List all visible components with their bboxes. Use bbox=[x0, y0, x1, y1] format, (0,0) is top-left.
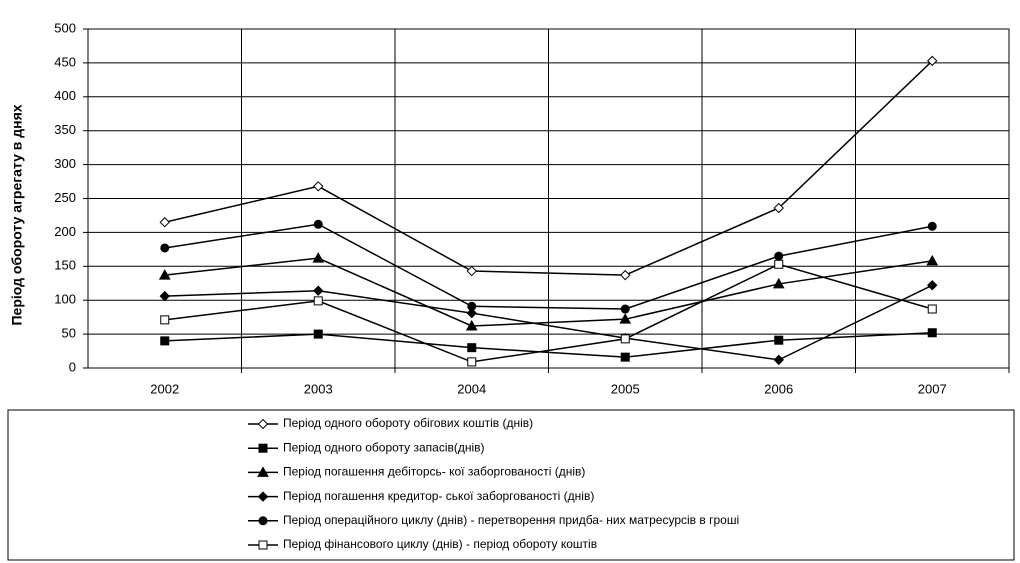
marker bbox=[160, 243, 170, 253]
y-tick-label: 150 bbox=[54, 258, 76, 273]
marker bbox=[927, 328, 937, 338]
marker bbox=[466, 265, 477, 277]
y-tick-label: 200 bbox=[54, 224, 76, 239]
marker bbox=[465, 319, 478, 331]
legend-marker bbox=[258, 443, 268, 453]
legend-label: Період погашення дебіторсь- кої заборгов… bbox=[283, 465, 585, 479]
legend-label: Період одного обороту запасів(днів) bbox=[283, 440, 485, 454]
marker bbox=[159, 290, 170, 302]
marker bbox=[926, 254, 939, 266]
series-line bbox=[164, 284, 933, 361]
marker bbox=[466, 307, 477, 319]
y-tick-label: 350 bbox=[54, 122, 76, 137]
marker bbox=[927, 55, 938, 67]
marker bbox=[467, 357, 477, 367]
series-line bbox=[164, 331, 933, 358]
marker bbox=[620, 334, 630, 344]
marker bbox=[774, 335, 784, 345]
marker bbox=[620, 269, 631, 281]
legend-label: Період операційного циклу (днів) - перет… bbox=[283, 513, 739, 527]
y-tick-label: 300 bbox=[54, 156, 76, 171]
legend-label: Період погашення кредитор- ської заборго… bbox=[283, 489, 594, 503]
series-line bbox=[164, 263, 933, 363]
x-tick-label: 2005 bbox=[611, 381, 640, 396]
y-tick-label: 50 bbox=[62, 326, 76, 341]
marker bbox=[159, 217, 170, 228]
marker bbox=[313, 219, 323, 229]
x-tick-label: 2007 bbox=[918, 381, 947, 396]
marker bbox=[927, 304, 937, 314]
y-axis-label: Період обороту агрегату в днях bbox=[9, 104, 25, 325]
series-line bbox=[164, 257, 933, 327]
marker bbox=[313, 285, 324, 296]
marker bbox=[312, 252, 325, 263]
legend-marker bbox=[258, 516, 268, 526]
marker bbox=[313, 181, 324, 192]
marker bbox=[620, 304, 630, 314]
marker bbox=[773, 354, 784, 366]
marker bbox=[774, 259, 784, 269]
marker bbox=[774, 251, 784, 261]
marker bbox=[158, 269, 171, 280]
marker bbox=[467, 301, 477, 311]
x-tick-label: 2004 bbox=[457, 381, 486, 396]
legend-label: Період одного обороту обігових коштів (д… bbox=[283, 416, 533, 430]
y-tick-label: 250 bbox=[54, 190, 76, 205]
marker bbox=[160, 336, 170, 346]
legend-box bbox=[7, 409, 1015, 561]
y-tick-label: 400 bbox=[54, 88, 76, 103]
y-tick-label: 450 bbox=[54, 54, 76, 69]
series-line bbox=[164, 223, 933, 310]
x-tick-label: 2002 bbox=[150, 381, 179, 396]
legend-label: Період фінансового циклу (днів) - період… bbox=[283, 537, 597, 551]
marker bbox=[927, 280, 938, 291]
y-tick-label: 0 bbox=[69, 359, 76, 374]
marker bbox=[772, 277, 785, 289]
y-tick-label: 500 bbox=[54, 20, 76, 35]
legend-marker bbox=[257, 418, 269, 430]
plot-frame bbox=[87, 28, 1010, 369]
marker bbox=[927, 221, 937, 231]
marker bbox=[620, 352, 630, 362]
marker bbox=[467, 343, 477, 353]
marker bbox=[160, 315, 170, 325]
marker bbox=[313, 329, 323, 339]
legend-marker bbox=[257, 491, 269, 502]
legend-marker bbox=[258, 540, 268, 550]
marker bbox=[773, 202, 784, 214]
x-tick-label: 2003 bbox=[304, 381, 333, 396]
marker bbox=[313, 296, 323, 306]
marker bbox=[619, 313, 632, 324]
legend-marker bbox=[257, 466, 269, 477]
y-tick-label: 100 bbox=[54, 292, 76, 307]
x-tick-label: 2006 bbox=[764, 381, 793, 396]
series-line bbox=[164, 60, 933, 276]
